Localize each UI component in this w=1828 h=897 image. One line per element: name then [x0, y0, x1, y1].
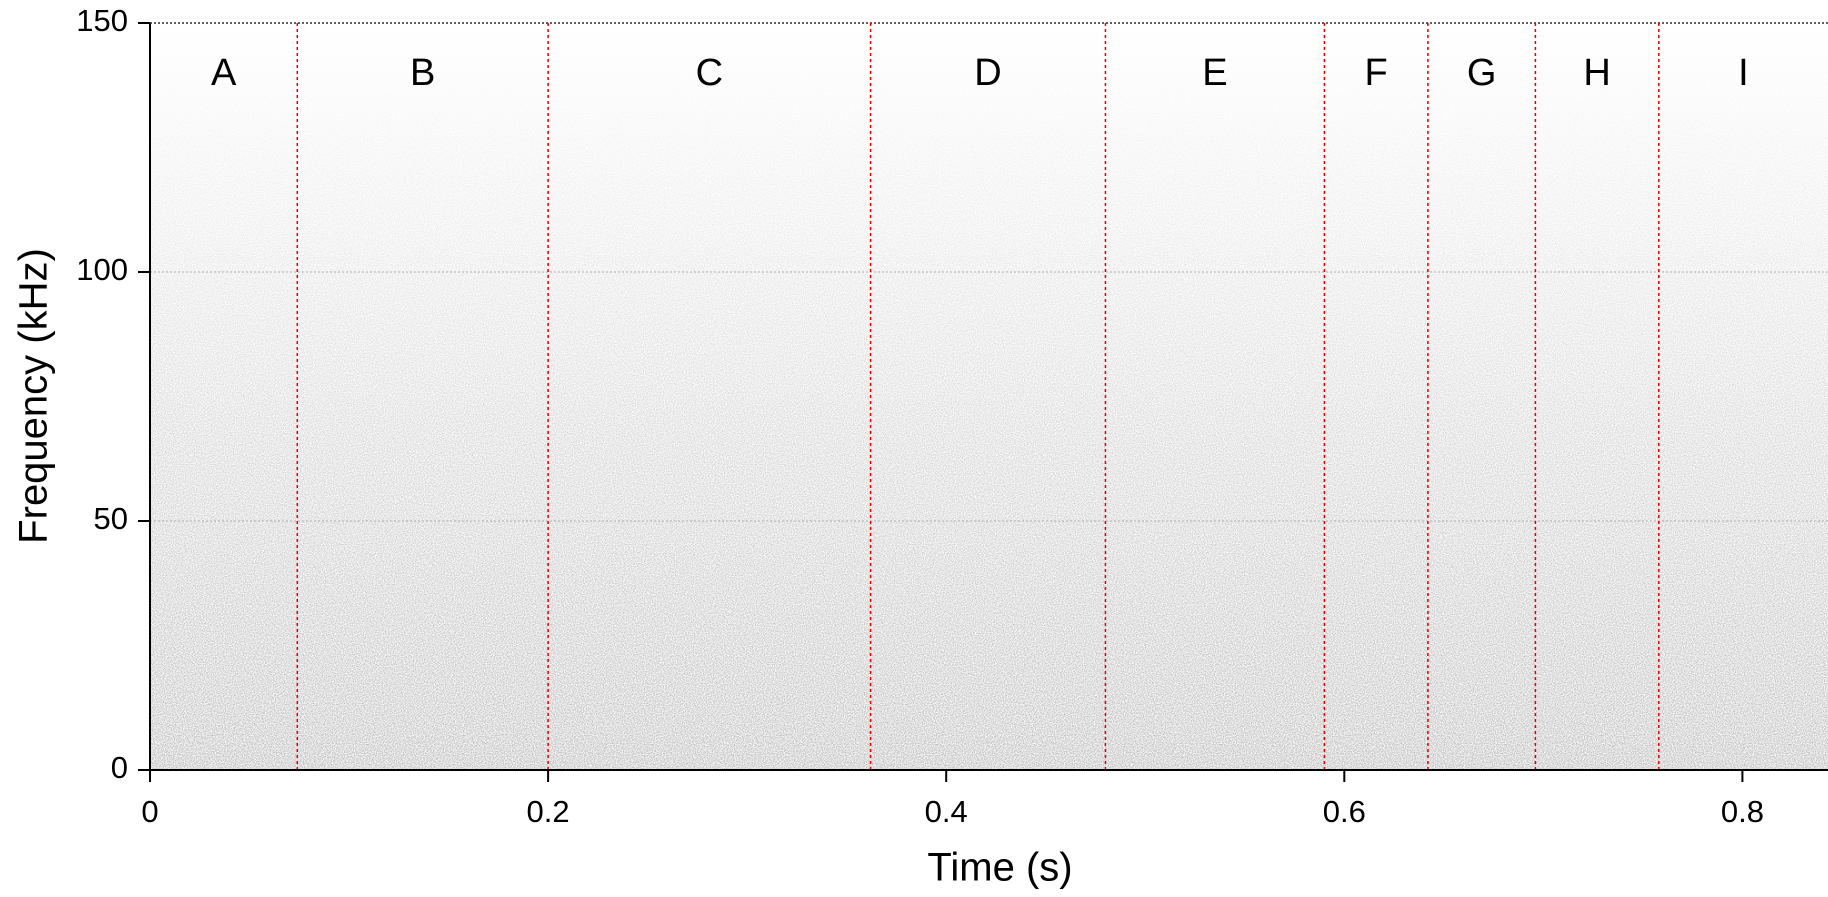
section-label: I	[1738, 52, 1749, 94]
x-tick-label: 0.2	[527, 794, 570, 829]
section-label: H	[1583, 52, 1610, 94]
x-axis-title: Time (s)	[927, 846, 1072, 890]
section-label: F	[1365, 52, 1388, 94]
section-label: D	[974, 52, 1001, 94]
section-label: E	[1202, 52, 1227, 94]
section-label: B	[410, 52, 435, 94]
spectrogram-texture	[150, 23, 1828, 770]
section-label: C	[696, 52, 723, 94]
y-tick-label: 0	[111, 750, 128, 785]
y-axis-title: Frequency (kHz)	[12, 248, 56, 544]
section-label: A	[211, 52, 237, 94]
section-label: G	[1467, 52, 1497, 94]
y-tick-label: 100	[76, 252, 128, 287]
x-tick-label: 0.4	[925, 794, 968, 829]
x-tick-label: 0.8	[1721, 794, 1764, 829]
y-tick-label: 150	[76, 3, 128, 38]
x-tick-label: 0.6	[1323, 794, 1366, 829]
x-tick-label: 0	[141, 794, 158, 829]
y-tick-label: 50	[94, 501, 128, 536]
